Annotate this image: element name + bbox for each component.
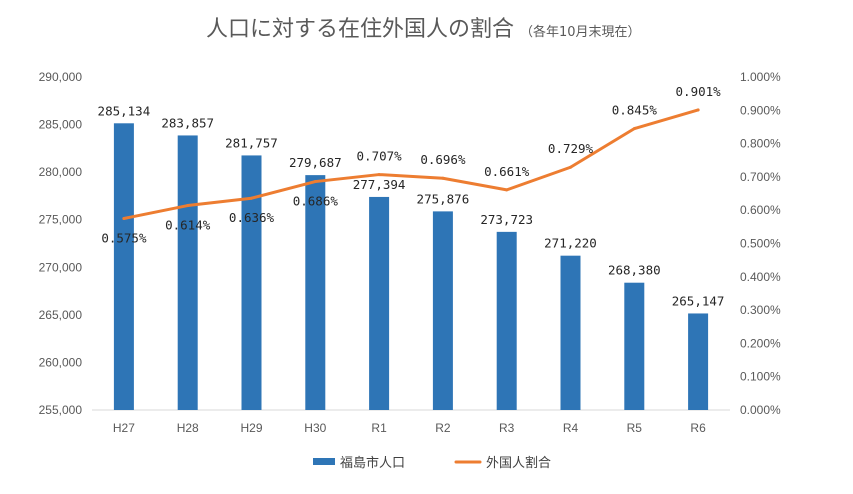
bar: [496, 231, 517, 410]
bar-value-label: 285,134: [98, 103, 151, 118]
line-value-label: 0.661%: [484, 164, 530, 179]
right-axis: 0.000% 0.100% 0.200% 0.300% 0.400% 0.500% 0.60…: [740, 70, 781, 417]
bar: [369, 196, 390, 410]
right-tick-label: 0.000%: [740, 403, 781, 417]
right-tick-label: 0.200%: [740, 336, 781, 350]
x-tick-label: R6: [690, 421, 706, 435]
line-value-label: 0.575%: [101, 231, 147, 246]
chart-title: 人口に対する在住外国人の割合: [206, 17, 514, 42]
bar-value-label: 281,757: [225, 135, 278, 150]
right-tick-label: 0.700%: [740, 170, 781, 184]
x-tick-label: H28: [177, 421, 199, 435]
bar-value-label: 275,876: [417, 191, 470, 206]
line-path: [122, 108, 700, 221]
left-tick-label: 275,000: [39, 213, 83, 227]
line-point: [186, 204, 190, 208]
bar: [624, 282, 645, 410]
bar: [305, 175, 326, 410]
bar-value-label: 268,380: [608, 263, 661, 278]
bar: [560, 255, 581, 410]
right-tick-label: 0.100%: [740, 370, 781, 384]
bar: [432, 211, 453, 410]
x-tick-label: R3: [499, 421, 515, 435]
line-series: [122, 108, 700, 221]
bar: [688, 313, 709, 410]
left-axis: 255,000 260,000 265,000 270,000 275,000 280,0…: [39, 70, 83, 417]
line-value-label: 0.729%: [548, 141, 594, 156]
legend-swatch-bar: [313, 458, 335, 465]
x-tick-label: H27: [113, 421, 135, 435]
line-data-labels: 0.575% 0.614% 0.636% 0.686% 0.707% 0.696% 0.66…: [101, 84, 721, 246]
line-value-label: 0.845%: [612, 103, 658, 118]
chart-subtitle: （各年10月末現在）: [520, 24, 641, 40]
line-point: [122, 217, 126, 221]
line-value-label: 0.707%: [357, 149, 403, 164]
legend: 福島市人口 外国人割合: [313, 455, 551, 471]
right-tick-label: 0.300%: [740, 303, 781, 317]
line-point: [313, 180, 317, 184]
x-tick-label: R1: [371, 421, 387, 435]
x-axis: H27 H28 H29 H30 R1 R2 R3 R4 R5 R6: [113, 421, 706, 435]
bar-value-label: 279,687: [289, 155, 342, 170]
right-tick-label: 0.900%: [740, 103, 781, 117]
x-tick-label: R5: [627, 421, 643, 435]
right-tick-label: 1.000%: [740, 70, 781, 84]
right-tick-label: 0.500%: [740, 237, 781, 251]
bar: [177, 135, 198, 410]
bar-value-label: 273,723: [480, 212, 533, 227]
left-tick-label: 260,000: [39, 355, 83, 369]
line-point: [569, 165, 572, 169]
left-tick-label: 280,000: [39, 165, 83, 179]
x-tick-label: R2: [435, 421, 451, 435]
line-value-label: 0.686%: [293, 194, 339, 209]
left-tick-label: 270,000: [39, 260, 83, 274]
line-value-label: 0.636%: [229, 210, 275, 225]
line-value-label: 0.614%: [165, 218, 211, 233]
bar-series: [113, 123, 709, 411]
right-tick-label: 0.400%: [740, 270, 781, 284]
line-point: [505, 188, 509, 192]
line-value-label: 0.696%: [420, 152, 466, 167]
bar: [113, 123, 134, 411]
line-point: [441, 176, 445, 180]
line-point: [250, 196, 253, 200]
bar-value-label: 283,857: [161, 115, 214, 130]
legend-label-line: 外国人割合: [486, 455, 551, 471]
line-value-label: 0.901%: [676, 84, 722, 99]
bar: [241, 155, 262, 410]
bar-value-label: 265,147: [672, 293, 725, 308]
x-tick-label: R4: [563, 421, 579, 435]
bar-value-label: 277,394: [353, 177, 406, 192]
chart-title-group: 人口に対する在住外国人の割合 （各年10月末現在）: [206, 17, 641, 42]
x-tick-label: H29: [240, 421, 262, 435]
x-tick-label: H30: [304, 421, 326, 435]
line-point: [632, 127, 636, 131]
line-point: [377, 173, 381, 177]
line-point: [696, 108, 700, 112]
left-tick-label: 290,000: [39, 70, 83, 84]
bar-data-labels: 285,134 283,857 281,757 279,687 277,394 275,8…: [98, 103, 725, 308]
bar-value-label: 271,220: [544, 236, 597, 251]
left-tick-label: 285,000: [39, 118, 83, 132]
left-tick-label: 265,000: [39, 308, 83, 322]
legend-label-bar: 福島市人口: [340, 455, 405, 471]
right-tick-label: 0.600%: [740, 203, 781, 217]
left-tick-label: 255,000: [39, 403, 83, 417]
right-tick-label: 0.800%: [740, 137, 781, 151]
